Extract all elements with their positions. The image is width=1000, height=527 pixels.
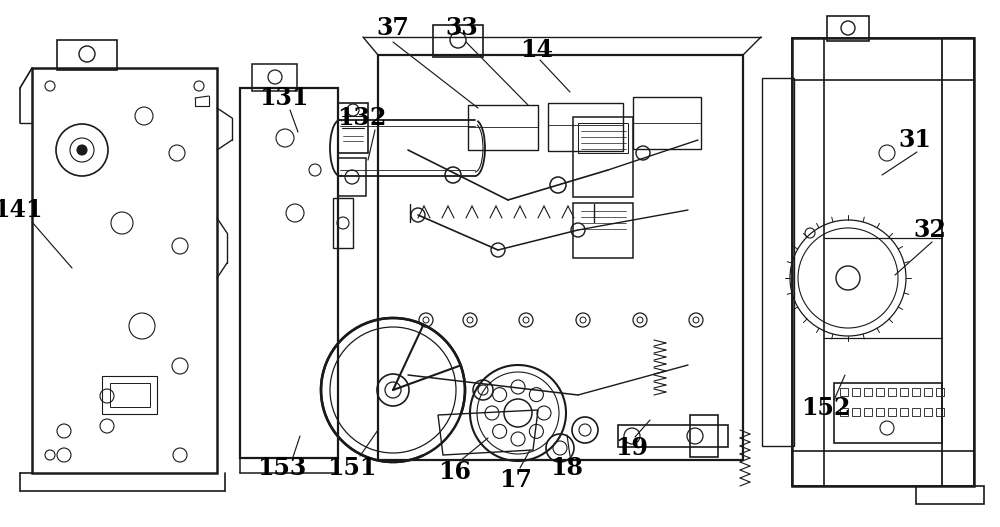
- Bar: [900, 388, 908, 396]
- Bar: [924, 388, 932, 396]
- Bar: [852, 388, 860, 396]
- Text: 14: 14: [520, 38, 554, 62]
- Bar: [840, 388, 848, 396]
- Bar: [252, 64, 297, 91]
- Bar: [240, 88, 338, 458]
- Bar: [834, 383, 942, 443]
- Bar: [333, 198, 353, 248]
- Text: 32: 32: [914, 218, 946, 242]
- Text: 33: 33: [446, 16, 478, 40]
- Bar: [792, 38, 974, 486]
- Bar: [468, 105, 538, 150]
- Bar: [633, 97, 701, 149]
- Bar: [942, 38, 974, 486]
- Bar: [936, 388, 944, 396]
- Bar: [924, 408, 932, 416]
- Bar: [912, 388, 920, 396]
- Bar: [690, 415, 718, 457]
- Bar: [888, 388, 896, 396]
- Bar: [827, 16, 869, 41]
- Text: 151: 151: [327, 456, 377, 480]
- Bar: [916, 486, 984, 504]
- Bar: [876, 408, 884, 416]
- Bar: [110, 383, 150, 407]
- Bar: [864, 408, 872, 416]
- Circle shape: [77, 145, 87, 155]
- Bar: [852, 408, 860, 416]
- Bar: [102, 376, 157, 414]
- Text: 132: 132: [337, 106, 387, 130]
- Bar: [338, 158, 366, 196]
- Text: 19: 19: [616, 436, 648, 460]
- Bar: [792, 451, 974, 486]
- Bar: [338, 103, 368, 153]
- Bar: [900, 408, 908, 416]
- Bar: [573, 203, 633, 258]
- Text: 37: 37: [377, 16, 409, 40]
- Text: 17: 17: [500, 468, 532, 492]
- Text: 153: 153: [257, 456, 307, 480]
- Bar: [578, 123, 628, 153]
- Text: 16: 16: [438, 460, 472, 484]
- Bar: [762, 78, 794, 446]
- Bar: [888, 408, 896, 416]
- Bar: [864, 388, 872, 396]
- Bar: [876, 388, 884, 396]
- Bar: [433, 25, 483, 57]
- Bar: [792, 38, 974, 80]
- Text: 131: 131: [259, 86, 309, 110]
- Bar: [840, 408, 848, 416]
- Text: 152: 152: [801, 396, 851, 420]
- Bar: [792, 38, 824, 486]
- Bar: [912, 408, 920, 416]
- Bar: [573, 117, 633, 197]
- Bar: [548, 103, 623, 151]
- Text: 18: 18: [550, 456, 584, 480]
- Bar: [57, 40, 117, 70]
- Bar: [32, 68, 217, 473]
- Text: 31: 31: [899, 128, 931, 152]
- Text: 141: 141: [0, 198, 43, 222]
- Bar: [618, 425, 728, 447]
- Bar: [378, 55, 743, 460]
- Bar: [936, 408, 944, 416]
